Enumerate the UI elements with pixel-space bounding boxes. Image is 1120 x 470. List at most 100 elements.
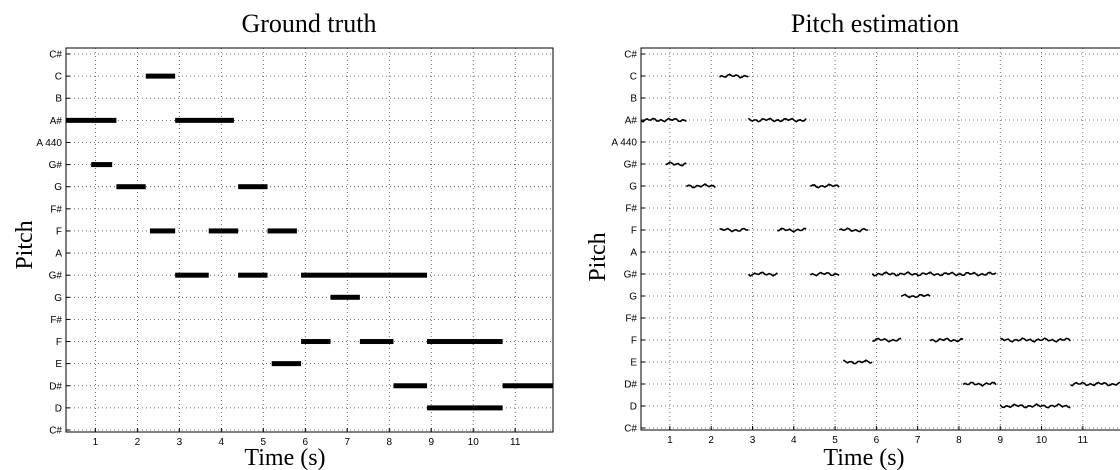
y-tick-label: F# bbox=[50, 204, 62, 215]
estimate-trace bbox=[719, 73, 749, 79]
estimate-trace bbox=[809, 271, 840, 277]
estimate-trace bbox=[747, 271, 778, 277]
estimate-segment bbox=[1070, 381, 1120, 387]
note-bar bbox=[175, 117, 234, 123]
note-bar bbox=[91, 162, 113, 168]
x-tick-label: 9 bbox=[997, 435, 1003, 446]
y-tick-label: A bbox=[55, 249, 62, 260]
y-tick-label: D# bbox=[624, 380, 637, 391]
y-axis-label-left: Pitch bbox=[12, 220, 38, 269]
estimate-segment bbox=[838, 227, 869, 233]
x-tick-label: 8 bbox=[386, 437, 392, 448]
y-tick-label: A 440 bbox=[36, 138, 62, 149]
note-bar bbox=[145, 73, 176, 79]
x-axis-label-left: Time (s) bbox=[244, 445, 325, 470]
x-tick-label: 11 bbox=[510, 437, 521, 448]
estimate-trace bbox=[999, 403, 1071, 409]
estimate-segment bbox=[900, 293, 931, 299]
y-tick-label: C bbox=[630, 72, 637, 83]
estimate-segment bbox=[665, 161, 687, 167]
x-tick-label: 4 bbox=[219, 437, 225, 448]
note-bar bbox=[238, 184, 268, 190]
y-tick-label: C# bbox=[49, 426, 62, 437]
estimate-segment bbox=[777, 227, 807, 233]
x-tick-label: 6 bbox=[874, 435, 880, 446]
x-tick-label: 11 bbox=[1078, 435, 1089, 446]
y-tick-label: F bbox=[56, 337, 62, 348]
y-tick-label: C bbox=[55, 72, 62, 83]
estimate-segment bbox=[809, 271, 840, 277]
y-tick-label: F# bbox=[50, 315, 62, 326]
x-tick-label: 10 bbox=[1036, 435, 1048, 446]
y-tick-label: G# bbox=[624, 160, 638, 171]
x-axis-label-right: Time (s) bbox=[823, 445, 904, 470]
y-tick-label: G# bbox=[624, 270, 638, 281]
estimate-segment bbox=[872, 337, 902, 343]
estimate-segment bbox=[747, 117, 807, 123]
estimate-segment bbox=[842, 359, 873, 365]
estimate-trace bbox=[1000, 337, 1071, 343]
y-tick-label: C# bbox=[624, 424, 637, 435]
y-tick-label: C# bbox=[624, 50, 637, 61]
estimate-trace bbox=[640, 117, 687, 123]
note-bar bbox=[301, 272, 428, 278]
y-tick-label: F# bbox=[625, 314, 637, 325]
y-tick-label: A bbox=[630, 248, 637, 259]
x-tick-label: 3 bbox=[750, 435, 756, 446]
estimate-trace bbox=[838, 227, 869, 233]
note-bar bbox=[427, 339, 503, 345]
y-tick-label: D bbox=[55, 403, 62, 414]
note-bar bbox=[330, 294, 360, 300]
y-tick-label: G# bbox=[49, 271, 63, 282]
note-bar bbox=[175, 272, 209, 278]
estimate-segment bbox=[962, 381, 997, 387]
y-tick-label: G bbox=[629, 292, 637, 303]
note-bar bbox=[238, 272, 268, 278]
estimate-segment bbox=[719, 227, 749, 233]
estimate-segment bbox=[871, 271, 997, 277]
y-tick-label: G bbox=[54, 293, 62, 304]
x-tick-label: 4 bbox=[791, 435, 797, 446]
y-tick-label: E bbox=[55, 359, 62, 370]
estimate-trace bbox=[1070, 381, 1120, 387]
x-tick-label: 10 bbox=[468, 437, 480, 448]
y-tick-label: D# bbox=[49, 381, 62, 392]
note-bar bbox=[393, 383, 428, 389]
y-tick-label: B bbox=[630, 94, 637, 105]
chart-title-ground-truth: Ground truth bbox=[241, 9, 376, 38]
estimate-segment bbox=[929, 337, 964, 343]
estimate-trace bbox=[842, 359, 873, 365]
y-tick-label: F bbox=[631, 226, 637, 237]
estimate-trace bbox=[872, 337, 902, 343]
x-tick-label: 3 bbox=[177, 437, 183, 448]
x-tick-label: 1 bbox=[93, 437, 99, 448]
note-bar bbox=[208, 228, 239, 234]
estimate-segment bbox=[809, 183, 840, 189]
estimate-trace bbox=[747, 117, 807, 123]
chart-title-pitch-estimation: Pitch estimation bbox=[791, 9, 959, 38]
note-bar bbox=[116, 184, 146, 190]
estimate-trace bbox=[719, 227, 749, 233]
estimate-trace bbox=[665, 161, 687, 167]
estimate-trace bbox=[686, 183, 716, 189]
note-bar bbox=[502, 383, 553, 389]
estimate-segment bbox=[640, 117, 687, 123]
y-tick-label: D bbox=[630, 402, 637, 413]
x-tick-label: 8 bbox=[956, 435, 962, 446]
x-tick-label: 2 bbox=[135, 437, 141, 448]
note-bar bbox=[66, 117, 117, 123]
estimate-trace bbox=[929, 337, 964, 343]
estimate-segment bbox=[719, 73, 749, 79]
estimate-segment bbox=[999, 403, 1071, 409]
x-tick-label: 1 bbox=[667, 435, 673, 446]
estimate-segment bbox=[686, 183, 716, 189]
estimate-segment bbox=[1000, 337, 1071, 343]
y-tick-label: F bbox=[631, 336, 637, 347]
y-tick-label: F bbox=[56, 226, 62, 237]
plot-frame bbox=[65, 47, 554, 433]
x-tick-label: 2 bbox=[708, 435, 714, 446]
x-tick-label: 6 bbox=[303, 437, 309, 448]
